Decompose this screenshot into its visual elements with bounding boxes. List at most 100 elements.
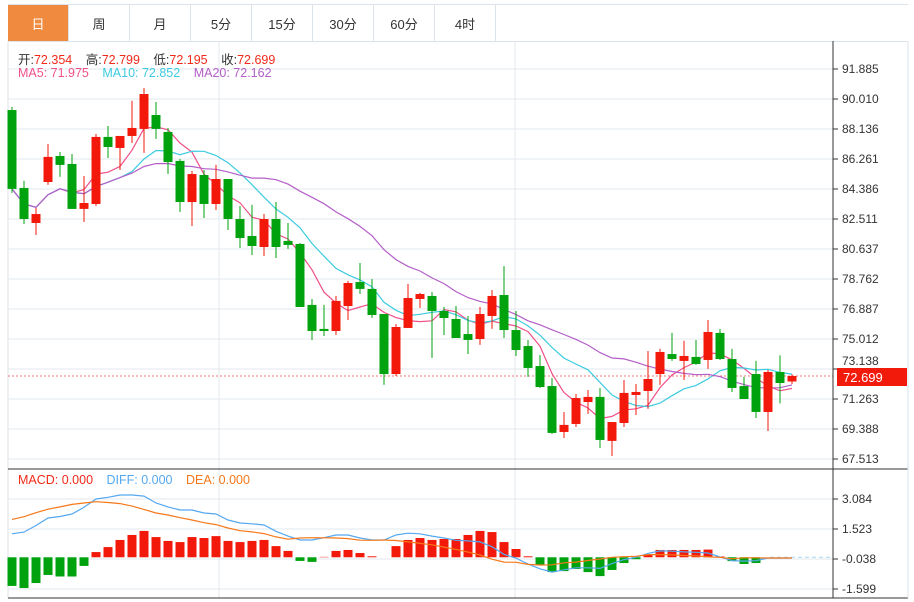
macd-bar (463, 534, 473, 558)
candle-up (79, 203, 89, 209)
high-label: 高: (85, 53, 102, 67)
candle-down (463, 334, 473, 340)
candle-down (691, 356, 701, 364)
macd-bar (187, 537, 197, 558)
macd-bar (511, 549, 521, 558)
macd-bar (235, 542, 245, 558)
ma5-value: MA5: 71.975 (18, 66, 89, 80)
macd-bar (19, 557, 29, 589)
tab-5min[interactable]: 5分 (191, 5, 252, 41)
low-label: 低: (153, 53, 170, 67)
candle-down (667, 354, 677, 359)
macd-bar (535, 557, 545, 565)
price-axis-label: 71.263 (842, 392, 879, 406)
macd-bar (403, 539, 413, 558)
macd-bar (43, 557, 53, 575)
macd-bar (211, 536, 221, 558)
candle-up (91, 136, 101, 204)
candle-up (655, 351, 665, 375)
macd-bar (151, 537, 161, 558)
diff-value: DIFF: 0.000 (106, 473, 173, 487)
candle-down (379, 314, 389, 375)
macd-bar (571, 557, 581, 569)
macd-bar (391, 546, 401, 558)
price-axis-label: 75.012 (842, 332, 879, 346)
macd-bar (103, 547, 113, 558)
candle-up (703, 331, 713, 360)
candle-up (43, 156, 53, 183)
candle-down (523, 346, 533, 368)
candle-up (559, 424, 569, 432)
current-price-tag: 72.699 (837, 368, 907, 386)
low-value: 72.195 (169, 53, 208, 67)
macd-bar (163, 540, 173, 558)
tab-daily[interactable]: 日 (8, 5, 69, 41)
price-axis: 91.885 90.010 88.136 86.261 84.386 82.511 80.6… (8, 41, 909, 599)
macd-bar (139, 530, 149, 558)
tab-15min[interactable]: 15分 (252, 5, 313, 41)
candle-down (355, 282, 365, 289)
candle-down (223, 179, 233, 219)
candle-up (331, 300, 341, 331)
candle-up (607, 422, 617, 441)
macd-bar (175, 542, 185, 558)
macd-bar (691, 549, 701, 558)
candle-down (319, 328, 329, 331)
candle-down (775, 371, 785, 383)
candle-down (535, 366, 545, 387)
macd-bar (343, 549, 353, 558)
candle-down (739, 386, 749, 399)
ohlc-legend: 开:72.354 高:72.799 低:72.195 收:72.699 (18, 49, 275, 68)
candle-down (439, 311, 449, 319)
macd-bar (439, 539, 449, 558)
macd-bar (271, 546, 281, 558)
candle-down (19, 187, 29, 219)
candle-up (487, 295, 497, 316)
macd-bar (643, 554, 653, 558)
macd-bar (67, 557, 77, 577)
tab-weekly[interactable]: 周 (69, 5, 130, 41)
candle-down (715, 332, 725, 359)
macd-bar (247, 540, 257, 558)
candle-down (235, 219, 245, 239)
candle-down (511, 330, 521, 351)
macd-value: MACD: 0.000 (18, 473, 94, 487)
macd-axis-label: -0.038 (842, 552, 876, 566)
tab-monthly[interactable]: 月 (130, 5, 191, 41)
macd-bar (199, 538, 209, 558)
candle-up (763, 371, 773, 412)
open-value: 72.354 (33, 53, 73, 67)
macd-bar (223, 540, 233, 558)
macd-bar (115, 539, 125, 558)
macd-bar (583, 557, 593, 573)
candle-up (127, 127, 137, 136)
price-axis-label: 82.511 (842, 212, 878, 226)
price-axis-label: 78.762 (842, 272, 879, 286)
price-axis-label: 69.388 (842, 422, 879, 436)
candle-down (727, 359, 737, 388)
candle-up (211, 179, 221, 204)
macd-bar (7, 557, 17, 586)
price-axis-label: 76.887 (842, 302, 879, 316)
candle-down (451, 319, 461, 339)
grid-lines (7, 41, 833, 598)
candle-up (343, 283, 353, 307)
ma10-line (11, 149, 793, 408)
ma-legend: MA5: 71.975 MA10: 72.852 MA20: 72.162 (18, 66, 272, 80)
candle-up (571, 398, 581, 424)
candle-up (583, 396, 593, 403)
tab-30min[interactable]: 30分 (313, 5, 374, 41)
candle-down (307, 304, 317, 331)
candle-up (643, 379, 653, 391)
candle-up (787, 375, 797, 382)
candles (7, 87, 797, 456)
close-value: 72.699 (237, 53, 276, 67)
moving-average-lines (11, 126, 793, 420)
candle-down (163, 131, 173, 163)
candle-up (679, 355, 689, 361)
macd-axis-label: -1.599 (842, 582, 876, 596)
macd-bar (667, 549, 677, 558)
tab-4hour[interactable]: 4时 (435, 5, 496, 41)
tab-60min[interactable]: 60分 (374, 5, 435, 41)
